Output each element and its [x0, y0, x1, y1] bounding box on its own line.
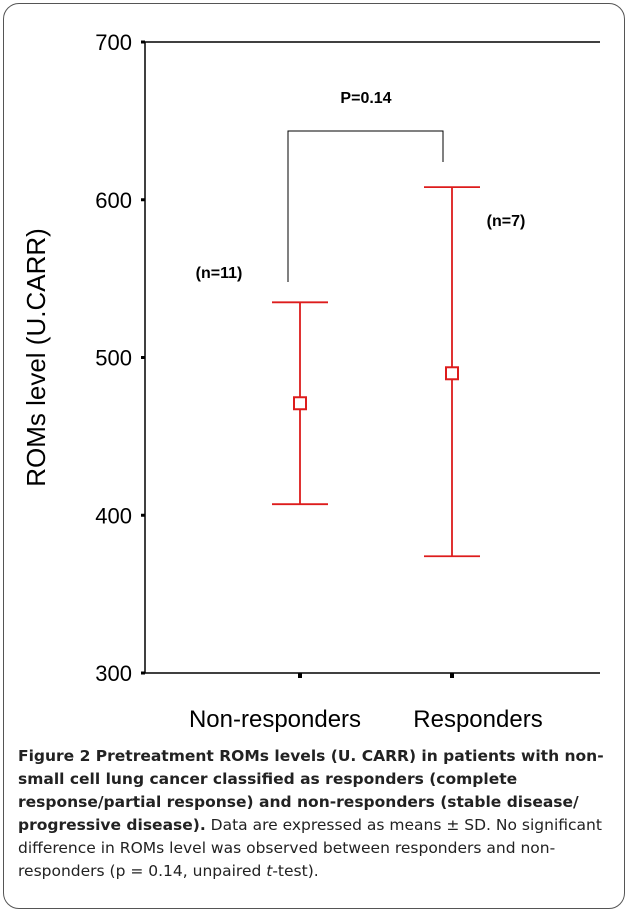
- y-tick-label: 400: [95, 503, 132, 528]
- y-tick-label: 300: [95, 661, 132, 686]
- significance-bracket: [288, 131, 443, 282]
- y-tick-label: 500: [95, 346, 132, 371]
- group-size-label: (n=11): [196, 265, 243, 282]
- mean-marker: [446, 367, 458, 379]
- mean-marker: [294, 397, 306, 409]
- x-category-label: Non-responders: [189, 706, 361, 733]
- chart-marks: [272, 131, 480, 556]
- y-axis-label: ROMs level (U.CARR): [21, 228, 51, 487]
- x-category-label: Responders: [413, 706, 542, 733]
- caption-text-end: -test).: [272, 862, 318, 880]
- y-tick-label: 600: [95, 188, 132, 213]
- p-value-annotation: P=0.14: [340, 90, 391, 107]
- figure-caption: Figure 2 Pretreatment ROMs levels (U. CA…: [18, 745, 618, 883]
- error-bar-chart: 300 400 500 600 700 ROMs level (U.CARR) Non-re…: [0, 0, 629, 745]
- chart-axes: [141, 42, 600, 678]
- chart-labels: 300 400 500 600 700 ROMs level (U.CARR) Non-re…: [21, 30, 543, 733]
- group-size-label: (n=7): [487, 213, 526, 230]
- y-tick-label: 700: [95, 30, 132, 55]
